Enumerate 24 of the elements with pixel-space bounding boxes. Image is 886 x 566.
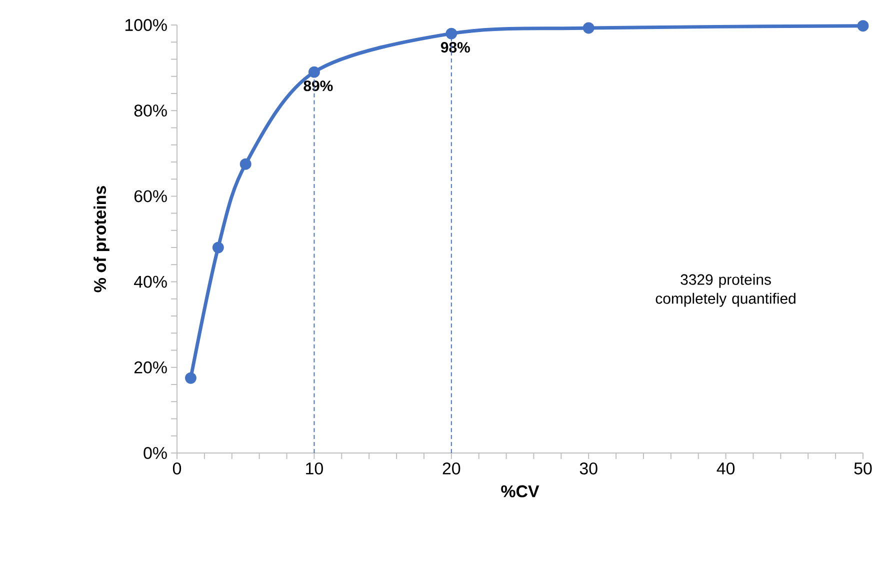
y-tick-label: 0% xyxy=(144,446,167,459)
point xyxy=(446,28,458,40)
point xyxy=(308,66,320,78)
data-label: 89% xyxy=(304,80,333,92)
data-label: 98% xyxy=(440,42,470,53)
y-tick-label: 20% xyxy=(134,361,167,374)
point xyxy=(212,242,224,254)
x-tick-label: 40 xyxy=(716,462,735,474)
y-axis-title: % of proteins xyxy=(94,186,110,292)
x-axis-title: %CV xyxy=(501,485,540,498)
y-tick-label: 40% xyxy=(134,276,167,288)
x-tick-label: 0 xyxy=(172,462,182,474)
y-tick-label: 100% xyxy=(125,18,167,31)
x-tick-label: 50 xyxy=(854,462,872,474)
x-tick-label: 20 xyxy=(442,462,460,474)
point xyxy=(240,158,252,170)
point xyxy=(857,20,869,32)
point xyxy=(582,22,594,34)
y-tick-label: 60% xyxy=(134,190,167,202)
x-tick-label: 30 xyxy=(580,462,598,474)
y-tick-label: 80% xyxy=(134,104,167,117)
x-tick-label: 10 xyxy=(306,462,323,474)
annotation: 3329 proteins completely quantified xyxy=(656,274,796,307)
point xyxy=(184,372,196,384)
